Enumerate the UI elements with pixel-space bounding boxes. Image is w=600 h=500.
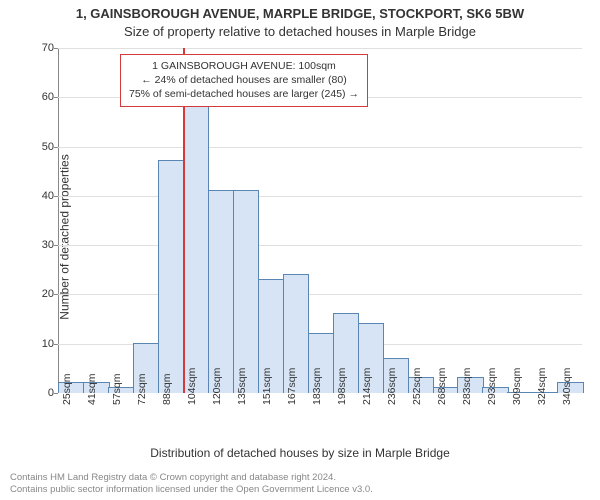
footer-line2: Contains public sector information licen…: [10, 484, 373, 496]
title-line1: 1, GAINSBOROUGH AVENUE, MARPLE BRIDGE, S…: [0, 6, 600, 21]
x-axis-label: Distribution of detached houses by size …: [0, 446, 600, 460]
title-line2: Size of property relative to detached ho…: [0, 24, 600, 39]
bar: [183, 96, 209, 393]
chart-area: 01020304050607025sqm41sqm57sqm72sqm88sqm…: [58, 48, 582, 393]
ytick-label: 70: [30, 42, 54, 54]
info-box-line3: 75% of semi-detached houses are larger (…: [129, 87, 359, 101]
ytick-label: 0: [30, 387, 54, 399]
footer-line1: Contains HM Land Registry data © Crown c…: [10, 472, 373, 484]
info-box-line2: ← 24% of detached houses are smaller (80…: [129, 73, 359, 87]
info-box: 1 GAINSBOROUGH AVENUE: 100sqm← 24% of de…: [120, 54, 368, 107]
bar: [208, 190, 234, 393]
info-box-line1: 1 GAINSBOROUGH AVENUE: 100sqm: [129, 59, 359, 73]
ytick-label: 30: [30, 239, 54, 251]
ytick-label: 10: [30, 338, 54, 350]
ytick-label: 40: [30, 190, 54, 202]
bar: [233, 190, 259, 393]
ytick-mark: [54, 393, 58, 394]
ytick-label: 50: [30, 141, 54, 153]
ytick-label: 20: [30, 288, 54, 300]
bar: [158, 160, 184, 393]
ytick-label: 60: [30, 91, 54, 103]
footer-attribution: Contains HM Land Registry data © Crown c…: [10, 472, 373, 496]
